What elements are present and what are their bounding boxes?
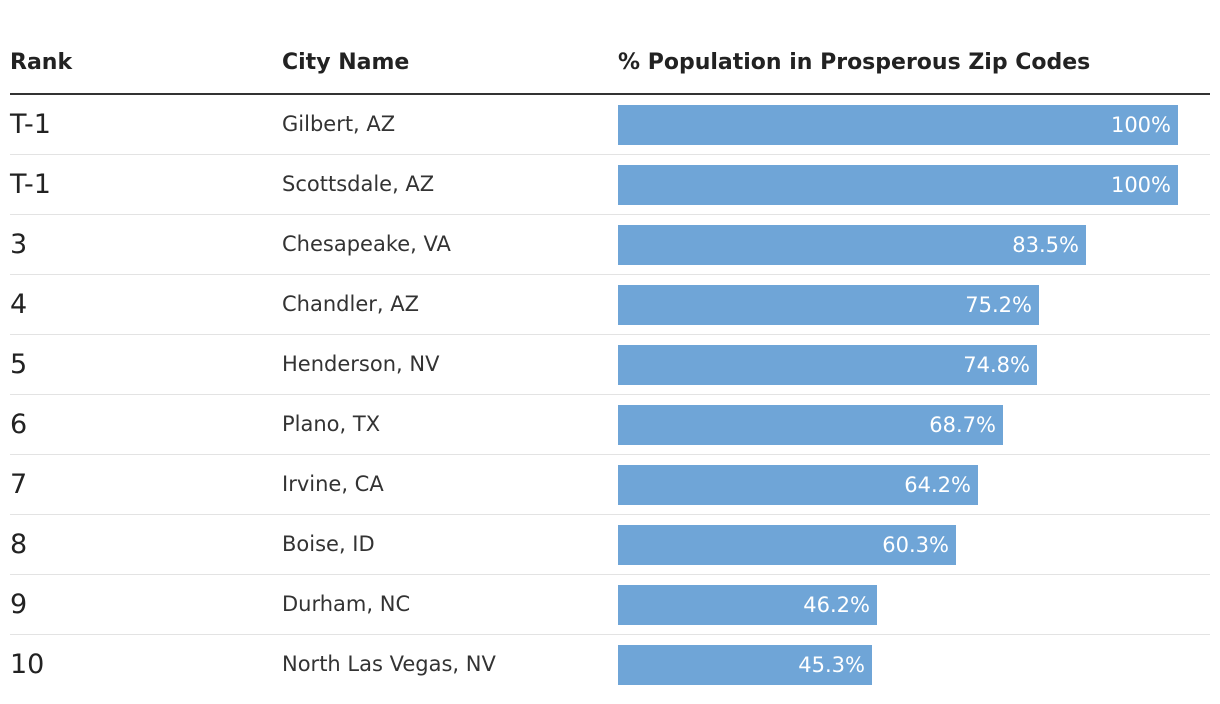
table-row: 10 North Las Vegas, NV 45.3%: [10, 635, 1210, 695]
bar-track: 64.2%: [618, 465, 1178, 505]
percent-bar: 74.8%: [618, 345, 1037, 385]
header-percent-population: % Population in Prosperous Zip Codes: [618, 50, 1091, 75]
rank-cell: T-1: [10, 109, 51, 140]
city-cell: Henderson, NV: [282, 352, 440, 376]
table-row: 6 Plano, TX 68.7%: [10, 395, 1210, 455]
bar-value-label: 100%: [1110, 113, 1171, 137]
table-row: T-1 Scottsdale, AZ 100%: [10, 155, 1210, 215]
rank-cell: 5: [10, 349, 28, 380]
rank-cell: 4: [10, 289, 28, 320]
bar-track: 46.2%: [618, 585, 1178, 625]
bar-track: 60.3%: [618, 525, 1178, 565]
bar-track: 45.3%: [618, 645, 1178, 685]
percent-bar: 64.2%: [618, 465, 978, 505]
table-row: 5 Henderson, NV 74.8%: [10, 335, 1210, 395]
bar-track: 100%: [618, 105, 1178, 145]
bar-track: 74.8%: [618, 345, 1178, 385]
table-row: 7 Irvine, CA 64.2%: [10, 455, 1210, 515]
bar-track: 68.7%: [618, 405, 1178, 445]
table-row: 9 Durham, NC 46.2%: [10, 575, 1210, 635]
bar-value-label: 64.2%: [904, 473, 971, 497]
city-cell: North Las Vegas, NV: [282, 652, 496, 676]
percent-bar: 75.2%: [618, 285, 1039, 325]
bar-track: 100%: [618, 165, 1178, 205]
bar-track: 83.5%: [618, 225, 1178, 265]
percent-bar: 100%: [618, 105, 1178, 145]
table-body: T-1 Gilbert, AZ 100% T-1 Scottsdale, AZ 100% 3…: [10, 95, 1210, 695]
city-cell: Irvine, CA: [282, 472, 384, 496]
rank-cell: 8: [10, 529, 28, 560]
bar-value-label: 74.8%: [963, 353, 1030, 377]
header-rank: Rank: [10, 50, 73, 75]
city-cell: Boise, ID: [282, 532, 375, 556]
bar-value-label: 45.3%: [798, 653, 865, 677]
percent-bar: 83.5%: [618, 225, 1086, 265]
rank-cell: T-1: [10, 169, 51, 200]
header-city-name: City Name: [282, 50, 410, 75]
percent-bar: 100%: [618, 165, 1178, 205]
table-row: 8 Boise, ID 60.3%: [10, 515, 1210, 575]
city-cell: Scottsdale, AZ: [282, 172, 435, 196]
table-header: Rank City Name % Population in Prosperou…: [10, 32, 1210, 95]
city-cell: Gilbert, AZ: [282, 112, 396, 136]
bar-value-label: 60.3%: [882, 533, 949, 557]
percent-bar: 46.2%: [618, 585, 877, 625]
city-cell: Durham, NC: [282, 592, 411, 616]
bar-value-label: 46.2%: [803, 593, 870, 617]
bar-value-label: 100%: [1110, 173, 1171, 197]
percent-bar: 68.7%: [618, 405, 1003, 445]
rank-cell: 10: [10, 649, 45, 680]
bar-value-label: 83.5%: [1012, 233, 1079, 257]
rank-cell: 7: [10, 469, 28, 500]
rank-cell: 6: [10, 409, 28, 440]
rank-cell: 9: [10, 589, 28, 620]
bar-track: 75.2%: [618, 285, 1178, 325]
city-cell: Chandler, AZ: [282, 292, 419, 316]
table-row: 3 Chesapeake, VA 83.5%: [10, 215, 1210, 275]
rank-cell: 3: [10, 229, 28, 260]
city-cell: Plano, TX: [282, 412, 381, 436]
percent-bar: 45.3%: [618, 645, 872, 685]
ranking-table: Rank City Name % Population in Prosperou…: [10, 32, 1210, 695]
percent-bar: 60.3%: [618, 525, 956, 565]
table-row: 4 Chandler, AZ 75.2%: [10, 275, 1210, 335]
bar-value-label: 75.2%: [965, 293, 1032, 317]
table-row: T-1 Gilbert, AZ 100%: [10, 95, 1210, 155]
city-cell: Chesapeake, VA: [282, 232, 451, 256]
bar-value-label: 68.7%: [929, 413, 996, 437]
